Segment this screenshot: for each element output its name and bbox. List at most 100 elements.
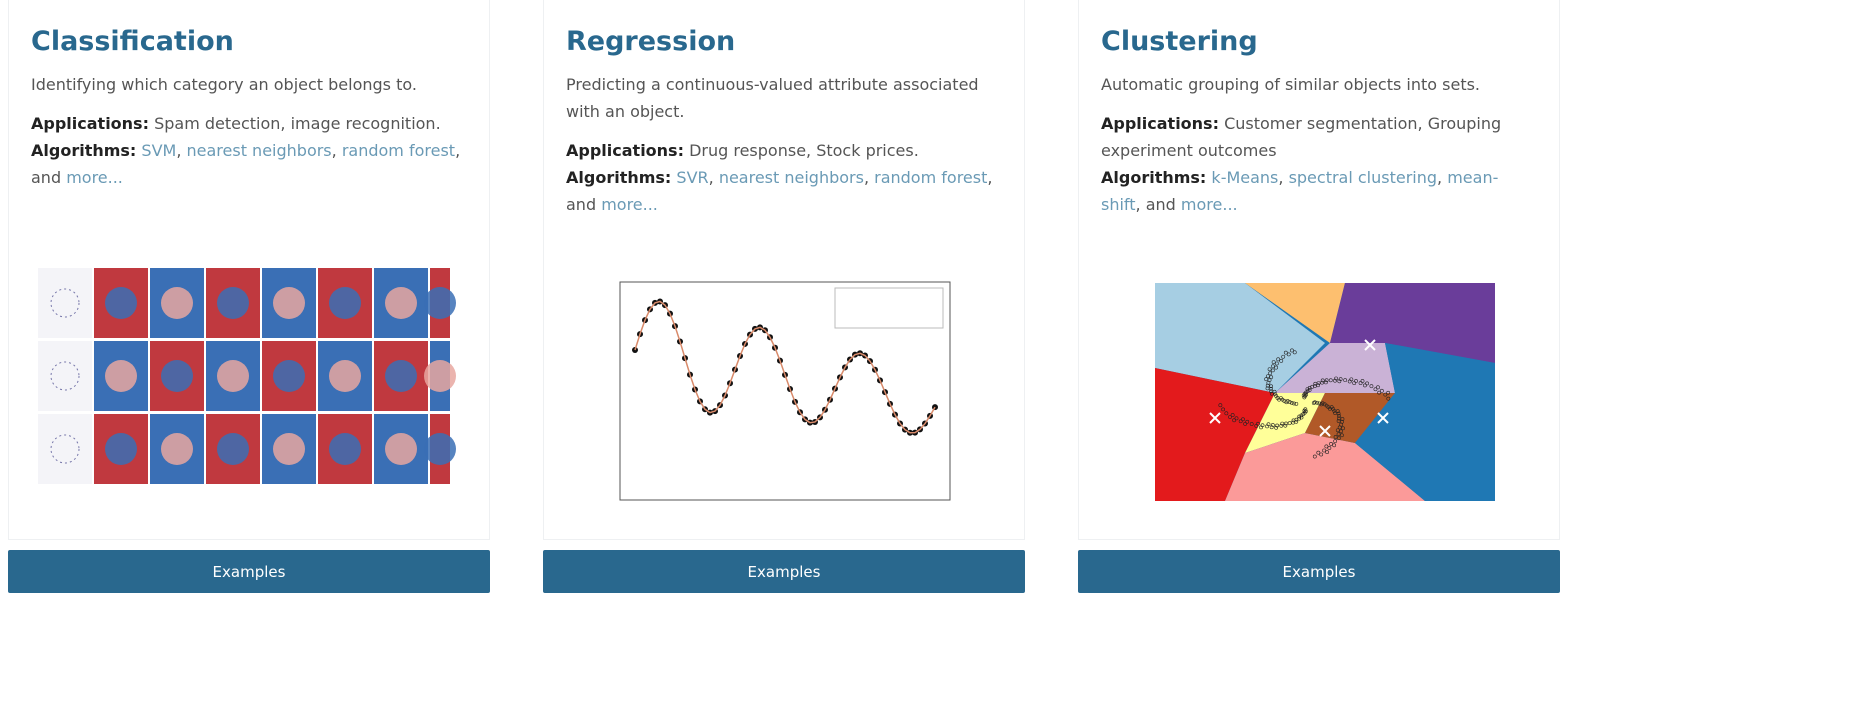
algorithm-link[interactable]: mean-shift	[1101, 168, 1499, 214]
algorithm-link[interactable]: nearest neighbors	[718, 168, 864, 187]
decoration	[1358, 381, 1363, 385]
examples-button[interactable]: Examples	[543, 550, 1025, 593]
decoration	[1319, 452, 1324, 457]
algorithm-separator: ,	[1278, 168, 1289, 187]
card-details: Applications: Customer segmentation, Gro…	[1101, 110, 1537, 218]
decoration	[1333, 435, 1338, 439]
decoration	[1302, 395, 1307, 400]
algorithms-label: Algorithms:	[566, 168, 672, 187]
decoration	[1234, 416, 1239, 421]
decoration	[1224, 411, 1229, 416]
decoration	[1316, 450, 1321, 455]
decoration	[1364, 339, 1376, 351]
decoration	[1336, 436, 1341, 441]
decoration	[1322, 448, 1326, 453]
decoration	[1292, 350, 1297, 355]
decoration	[385, 360, 417, 392]
decoration	[1232, 418, 1237, 423]
decoration	[1338, 377, 1343, 382]
algorithm-separator: ,	[708, 168, 719, 187]
algorithms-label: Algorithms:	[31, 141, 137, 160]
decoration	[1320, 378, 1325, 383]
decoration	[1334, 376, 1338, 381]
decoration	[105, 360, 137, 392]
algorithm-link[interactable]: nearest neighbors	[186, 141, 332, 160]
decoration	[1287, 421, 1292, 426]
decoration	[424, 287, 456, 319]
algorithm-link[interactable]: more...	[1180, 195, 1238, 214]
decoration	[1369, 384, 1374, 389]
decoration	[1267, 367, 1272, 372]
decoration	[424, 433, 456, 465]
decoration	[1329, 405, 1334, 410]
decoration	[1280, 421, 1285, 426]
decoration	[1360, 379, 1365, 383]
algorithm-link[interactable]: random forest	[874, 168, 988, 187]
card: Regression Predicting a continuous-valued…	[543, 0, 1025, 540]
decoration	[329, 360, 361, 392]
decoration	[385, 287, 417, 319]
decoration	[1271, 364, 1275, 369]
decoration	[424, 360, 456, 392]
algorithm-link[interactable]: spectral clustering	[1288, 168, 1438, 187]
decoration	[50, 434, 80, 464]
algorithm-link[interactable]: SVM	[141, 141, 177, 160]
algorithm-link[interactable]: random forest	[341, 141, 456, 160]
algorithm-separator: , and	[566, 168, 993, 214]
decoration	[1209, 412, 1221, 424]
decoration	[1386, 390, 1391, 395]
card-title: Classification	[31, 26, 234, 57]
decoration	[1335, 428, 1340, 433]
decoration	[1320, 380, 1325, 385]
decoration	[1269, 375, 1274, 380]
decoration	[932, 404, 938, 411]
decoration	[1303, 409, 1308, 414]
decoration	[1325, 450, 1329, 455]
decoration	[1249, 422, 1254, 426]
decoration	[1270, 368, 1275, 373]
decoration	[1276, 357, 1281, 362]
decoration	[38, 414, 92, 484]
algorithm-link[interactable]: more...	[66, 168, 123, 187]
decoration	[1282, 399, 1287, 403]
applications-label: Applications:	[566, 141, 684, 160]
decoration	[1283, 350, 1288, 355]
decoration	[1301, 393, 1306, 398]
decoration	[1274, 361, 1279, 366]
decoration	[1254, 423, 1259, 428]
applications-label: Applications:	[31, 114, 149, 133]
applications-text: Customer segmentation, Grouping experime…	[1101, 114, 1502, 160]
card-description: Predicting a continuous-valued attribute…	[566, 75, 979, 121]
applications-text: Spam detection, image recognition.	[154, 114, 441, 133]
algorithm-link[interactable]: SVR	[676, 168, 709, 187]
decoration	[1377, 390, 1382, 395]
applications-label: Applications:	[1101, 114, 1219, 133]
decoration	[1292, 401, 1296, 406]
decoration	[1315, 400, 1319, 405]
decoration	[1281, 354, 1286, 359]
examples-button[interactable]: Examples	[8, 550, 490, 593]
decoration	[1245, 419, 1250, 424]
decoration	[1365, 381, 1369, 386]
decoration	[273, 360, 305, 392]
decoration	[1297, 414, 1302, 419]
decoration	[161, 433, 193, 465]
decoration	[1324, 403, 1329, 408]
card-details: Applications: Drug response, Stock price…	[566, 137, 1002, 218]
algorithm-separator: , and	[31, 141, 461, 187]
decoration	[1340, 419, 1344, 424]
decoration	[1297, 416, 1302, 421]
decoration	[1339, 429, 1343, 434]
decoration	[1275, 423, 1280, 428]
algorithm-link[interactable]: k-Means	[1211, 168, 1279, 187]
decoration	[1337, 414, 1341, 418]
algorithm-link[interactable]: more...	[601, 195, 658, 214]
decoration	[1230, 413, 1235, 417]
decoration	[1313, 381, 1318, 386]
decoration	[1336, 419, 1341, 423]
examples-button[interactable]: Examples	[1078, 550, 1560, 593]
decoration	[1290, 348, 1294, 353]
decoration	[1324, 378, 1329, 383]
decoration	[1336, 411, 1341, 416]
decoration	[1265, 374, 1270, 379]
